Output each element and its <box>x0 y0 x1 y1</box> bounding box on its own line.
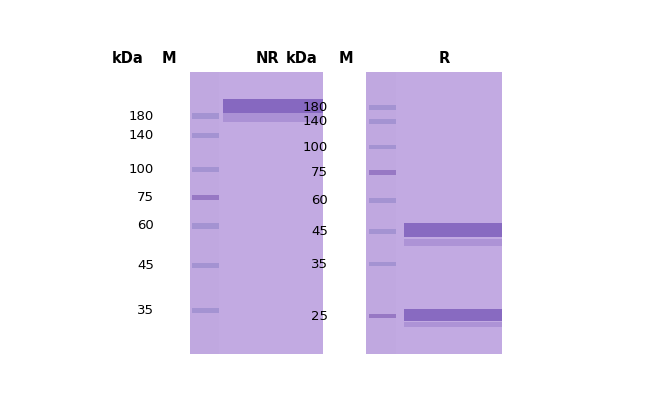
Text: 100: 100 <box>129 163 154 176</box>
Bar <box>369 105 396 110</box>
Bar <box>404 310 502 321</box>
Bar <box>369 314 396 318</box>
Text: 60: 60 <box>138 220 154 233</box>
Bar <box>369 198 396 203</box>
Bar <box>192 167 219 172</box>
Text: 75: 75 <box>137 191 154 204</box>
Bar <box>369 229 396 234</box>
Bar <box>404 239 502 246</box>
Text: R: R <box>438 51 450 66</box>
Text: NR: NR <box>256 51 280 66</box>
Bar <box>369 262 396 266</box>
Text: 180: 180 <box>303 101 328 114</box>
Bar <box>190 72 323 354</box>
Bar <box>192 133 219 138</box>
Bar <box>396 72 502 354</box>
Bar <box>192 114 219 119</box>
Text: 35: 35 <box>137 304 154 317</box>
Text: 35: 35 <box>311 258 328 270</box>
Bar <box>404 223 502 237</box>
Bar <box>192 223 219 228</box>
Text: 45: 45 <box>137 259 154 272</box>
Bar <box>192 195 219 201</box>
Bar <box>223 99 323 113</box>
Bar <box>223 113 323 122</box>
Text: M: M <box>162 51 177 66</box>
Bar <box>404 322 502 327</box>
Text: kDa: kDa <box>285 51 317 66</box>
Text: 25: 25 <box>311 310 328 323</box>
Text: 140: 140 <box>129 129 154 142</box>
Bar <box>192 308 219 313</box>
Bar <box>219 72 323 354</box>
Text: 60: 60 <box>311 194 328 207</box>
Text: 180: 180 <box>129 109 154 123</box>
Text: 45: 45 <box>311 225 328 238</box>
Text: kDa: kDa <box>112 51 143 66</box>
Bar <box>192 263 219 268</box>
Bar <box>369 170 396 175</box>
Text: 100: 100 <box>303 141 328 154</box>
Text: M: M <box>339 51 353 66</box>
Text: 140: 140 <box>303 115 328 128</box>
Text: 75: 75 <box>311 166 328 179</box>
Bar <box>366 72 502 354</box>
Bar <box>369 119 396 124</box>
Bar <box>369 145 396 149</box>
